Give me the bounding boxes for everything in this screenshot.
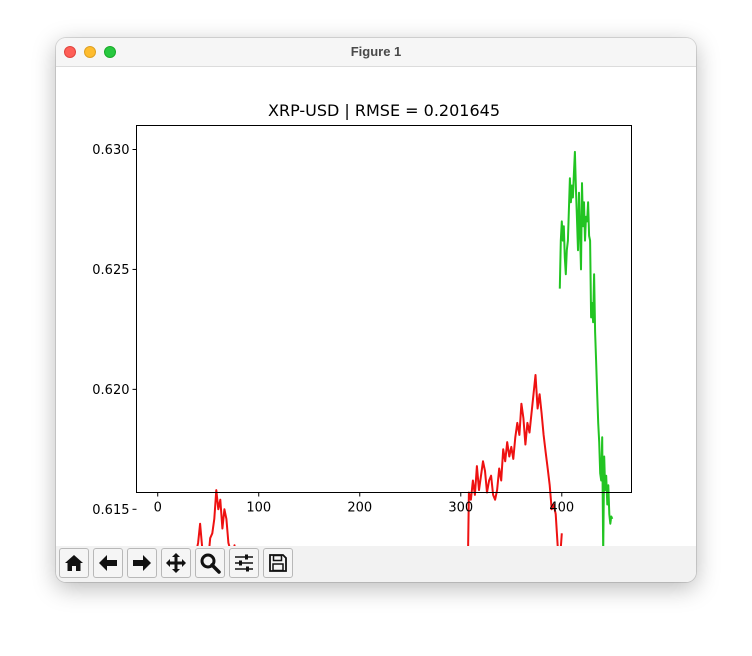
y-tick-label: 0.620 [92, 383, 129, 398]
magnifier-icon [200, 553, 221, 574]
floppy-icon [269, 554, 287, 572]
y-tick-label: 0.615 [92, 503, 129, 518]
x-tick-label: 300 [448, 501, 473, 516]
sliders-icon [235, 554, 253, 572]
x-tick-label: 100 [246, 501, 271, 516]
navigation-toolbar [56, 546, 696, 582]
chart-title: XRP-USD | RMSE = 0.201645 [268, 101, 500, 120]
move-icon [166, 553, 186, 573]
save-figure-button[interactable] [263, 548, 293, 578]
pan-button[interactable] [161, 548, 191, 578]
title-bar: Figure 1 [56, 38, 696, 67]
minimize-window-button[interactable] [84, 46, 96, 58]
arrow-left-icon [99, 555, 117, 571]
plot-area [156, 150, 614, 582]
y-tick-label: 0.630 [92, 143, 129, 158]
forward-button[interactable] [127, 548, 157, 578]
x-axis: 0 100 200 300 400 [154, 492, 574, 516]
series-line-history [156, 374, 563, 582]
x-tick-label: 0 [154, 501, 162, 516]
line-chart: XRP-USD | RMSE = 0.201645 0 100 200 300 400 … [92, 101, 632, 582]
zoom-window-button[interactable] [104, 46, 116, 58]
close-window-button[interactable] [64, 46, 76, 58]
arrow-right-icon [133, 555, 151, 571]
figure-window: Figure 1 XRP-USD | RMSE = 0.201645 0 100 2… [56, 38, 696, 582]
axes-frame [136, 125, 632, 493]
back-button[interactable] [93, 548, 123, 578]
y-tick-label: 0.625 [92, 263, 129, 278]
home-button[interactable] [59, 548, 89, 578]
configure-subplots-button[interactable] [229, 548, 259, 578]
x-tick-label: 200 [347, 501, 372, 516]
zoom-button[interactable] [195, 548, 225, 578]
x-tick-label: 400 [549, 501, 574, 516]
figure-canvas[interactable]: XRP-USD | RMSE = 0.201645 0 100 200 300 400 … [56, 67, 696, 582]
series-line-prediction [558, 150, 614, 554]
home-icon [65, 555, 83, 571]
window-title: Figure 1 [350, 44, 402, 59]
